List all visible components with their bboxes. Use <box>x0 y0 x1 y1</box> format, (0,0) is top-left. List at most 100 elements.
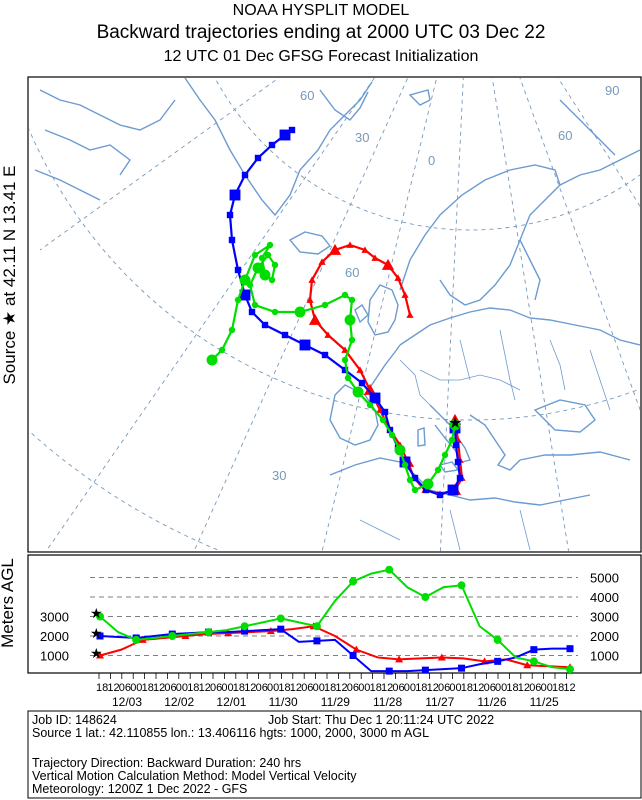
time-tick-label: 06 <box>347 682 359 694</box>
trajectory-blue-marker <box>288 126 296 134</box>
trajectory-green-marker <box>234 296 242 304</box>
trajectory-blue-marker <box>228 236 236 244</box>
trajectory-green-marker <box>352 386 364 398</box>
grid-label-2: 30 <box>355 130 369 145</box>
trajectory-red-marker <box>324 331 332 338</box>
time-tick-label: 12 <box>244 682 256 694</box>
trajectory-green-marker <box>239 274 251 286</box>
date-label: 12/01 <box>216 695 246 709</box>
time-tick-label: 18 <box>96 682 108 694</box>
time-tick-label: 00 <box>176 682 188 694</box>
time-tick-label: 06 <box>484 682 496 694</box>
trajectory-green-marker <box>271 261 279 269</box>
trajectory-blue-marker <box>369 392 381 404</box>
trajectory-blue-marker <box>436 491 444 499</box>
trajectory-red-marker <box>363 383 377 395</box>
time-tick-label: 18 <box>233 682 245 694</box>
time-tick-label: 00 <box>358 682 370 694</box>
time-tick-label: 18 <box>370 682 382 694</box>
time-tick-label: 00 <box>313 682 325 694</box>
trajectory-blue-marker <box>241 171 249 179</box>
trajectory-green-marker <box>228 326 236 334</box>
trajectory-green-marker <box>422 478 434 490</box>
profile-green-marker <box>204 628 213 637</box>
iceland-coast <box>288 231 332 255</box>
trajectory-green-marker <box>264 251 272 259</box>
time-tick-label: 06 <box>256 682 268 694</box>
trajectory-blue-marker <box>381 408 389 416</box>
source-star-icon: ★ <box>448 415 462 432</box>
profile-blue-marker <box>313 637 321 645</box>
profile-blue-marker <box>349 652 357 659</box>
trajectory-red-marker <box>308 313 322 325</box>
profile-left-tick: 1000 <box>40 649 69 664</box>
trajectory-red-marker <box>381 258 395 270</box>
date-label: 11/29 <box>321 695 350 709</box>
trajectory-2000m <box>226 126 464 499</box>
trajectory-blue-marker <box>261 321 269 329</box>
trajectory-blue-marker <box>229 189 241 201</box>
map-frame <box>27 76 642 553</box>
trajectory-green-marker <box>441 451 449 459</box>
time-tick-label: 00 <box>267 682 279 694</box>
trajectory-red-marker <box>341 346 349 353</box>
profile-green-marker <box>168 632 177 640</box>
date-label: 11/26 <box>477 695 506 709</box>
trajectory-blue-marker <box>279 129 291 141</box>
trajectory-blue-marker <box>411 474 419 482</box>
start-star-3000-icon: ★ <box>90 605 103 621</box>
time-tick-label: 06 <box>164 682 176 694</box>
profile-green-marker <box>132 635 141 644</box>
trajectory-blue-marker <box>452 441 460 449</box>
source-details: Source 1 lat.: 42.110855 lon.: 13.406116… <box>32 726 430 740</box>
profile-green-marker <box>240 622 249 631</box>
trajectory-green-marker <box>251 251 259 259</box>
time-tick-label: 18 <box>187 682 199 694</box>
trajectory-green-marker <box>379 416 387 424</box>
profile-left-tick: 2000 <box>40 629 69 644</box>
profile-green-marker <box>457 581 466 590</box>
time-tick-label: 12 <box>381 682 393 694</box>
grid-label-6: 60 <box>558 128 572 143</box>
profile-blue-marker <box>530 646 538 654</box>
trajectory-blue-marker <box>454 458 462 466</box>
info-frame <box>27 710 642 799</box>
trajectory-blue-marker <box>234 266 242 274</box>
profile-blue-marker <box>458 664 466 672</box>
profile-red-marker <box>96 651 104 659</box>
trajectory-green-marker <box>366 401 374 409</box>
trajectory-green-marker <box>251 301 259 309</box>
trajectory-green-marker <box>344 314 356 326</box>
time-tick-label: 12 <box>153 682 165 694</box>
grid-label-5: 90 <box>605 83 619 98</box>
trajectory-red-marker <box>356 366 364 373</box>
profile-right-tick: 5000 <box>590 571 619 586</box>
trajectory-red-marker <box>306 296 314 303</box>
black-sea-coast <box>533 399 596 433</box>
time-tick-label: 06 <box>119 682 131 694</box>
trajectory-red-marker <box>406 311 414 318</box>
profile-green-marker <box>421 593 430 601</box>
graticule-labels: 60 30 0 60 90 60 30 <box>272 83 619 483</box>
start-star-2000-icon: ★ <box>90 625 103 641</box>
grid-label-3: 0 <box>428 153 435 168</box>
trajectory-green-marker <box>266 241 274 249</box>
profile-green-marker <box>276 614 285 623</box>
time-tick-label: 00 <box>449 682 461 694</box>
profile-green-marker <box>96 612 104 621</box>
trajectory-blue-marker <box>341 366 349 374</box>
profile-red-marker <box>352 645 361 653</box>
profile-blue-marker <box>241 627 249 635</box>
profile-blue-marker <box>96 632 104 640</box>
trajectory-red-marker <box>401 291 409 298</box>
trajectory-green-marker <box>448 436 456 444</box>
profile-red-marker <box>523 661 532 669</box>
time-tick-label: 18 <box>552 682 564 694</box>
profile-green-marker <box>385 565 394 574</box>
trajectory-red-line <box>308 243 464 496</box>
europe-north-coast <box>399 307 640 346</box>
profile-right-tick: 1000 <box>590 649 619 664</box>
grid-label-1: 60 <box>300 88 314 103</box>
trajectory-green-marker <box>434 466 442 474</box>
